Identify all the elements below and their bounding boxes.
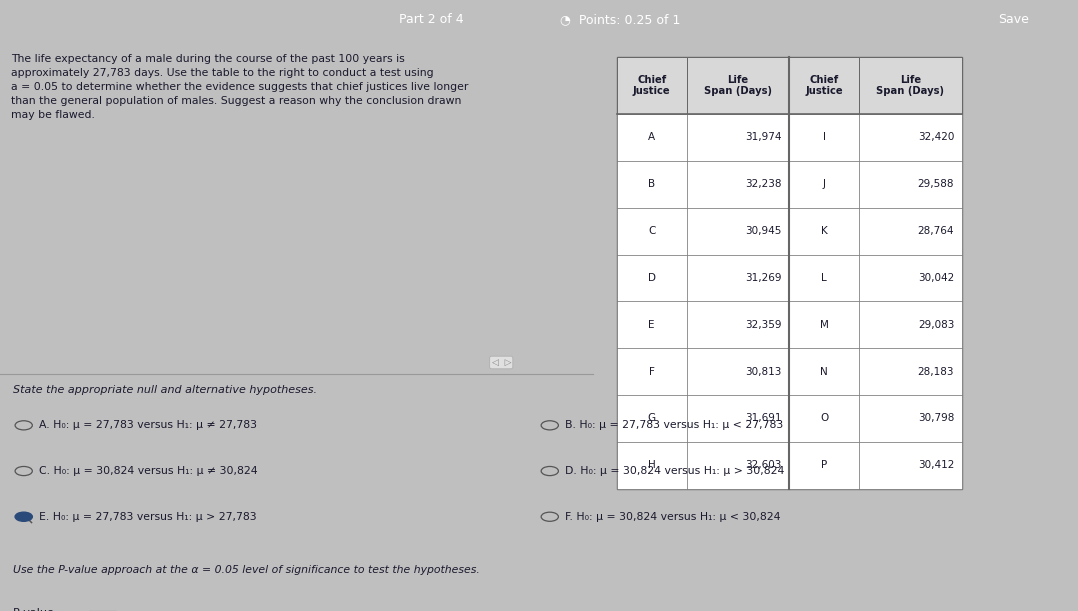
Text: B: B	[648, 179, 655, 189]
Bar	[859, 161, 962, 208]
Bar	[859, 395, 962, 442]
Text: J: J	[823, 179, 826, 189]
Bar	[617, 395, 687, 442]
Bar	[859, 255, 962, 301]
Text: Save: Save	[998, 13, 1029, 26]
Text: Chief
Justice: Chief Justice	[805, 75, 843, 96]
Text: 31,269: 31,269	[745, 273, 782, 283]
Bar	[789, 395, 859, 442]
Text: F. H₀: μ = 30,824 versus H₁: μ < 30,824: F. H₀: μ = 30,824 versus H₁: μ < 30,824	[565, 512, 780, 522]
Bar	[859, 301, 962, 348]
Text: C: C	[648, 226, 655, 236]
Bar	[859, 348, 962, 395]
Text: A. H₀: μ = 27,783 versus H₁: μ ≠ 27,783: A. H₀: μ = 27,783 versus H₁: μ ≠ 27,783	[39, 420, 257, 430]
Text: B. H₀: μ = 27,783 versus H₁: μ < 27,783: B. H₀: μ = 27,783 versus H₁: μ < 27,783	[565, 420, 783, 430]
Bar	[617, 208, 687, 255]
Bar	[859, 57, 962, 114]
Text: H: H	[648, 460, 655, 470]
Text: 28,764: 28,764	[917, 226, 954, 236]
Text: 29,588: 29,588	[917, 179, 954, 189]
Text: C. H₀: μ = 30,824 versus H₁: μ ≠ 30,824: C. H₀: μ = 30,824 versus H₁: μ ≠ 30,824	[39, 466, 258, 476]
Bar	[789, 348, 859, 395]
Text: M: M	[819, 320, 829, 330]
Text: Life
Span (Days): Life Span (Days)	[704, 75, 772, 96]
Text: 30,042: 30,042	[917, 273, 954, 283]
Text: Use the P-value approach at the α = 0.05 level of significance to test the hypot: Use the P-value approach at the α = 0.05…	[13, 565, 480, 576]
Text: D. H₀: μ = 30,824 versus H₁: μ > 30,824: D. H₀: μ = 30,824 versus H₁: μ > 30,824	[565, 466, 785, 476]
Bar	[617, 255, 687, 301]
Bar	[789, 161, 859, 208]
Text: E: E	[648, 320, 655, 330]
Bar	[687, 301, 789, 348]
Text: Life
Span (Days): Life Span (Days)	[876, 75, 944, 96]
Bar	[617, 57, 687, 114]
Bar	[789, 442, 859, 489]
Text: 32,603: 32,603	[745, 460, 782, 470]
Text: P-value =: P-value =	[13, 608, 70, 611]
Text: 30,945: 30,945	[745, 226, 782, 236]
Bar	[617, 57, 962, 489]
Text: G: G	[648, 414, 655, 423]
Text: 30,412: 30,412	[917, 460, 954, 470]
Text: L: L	[821, 273, 827, 283]
Text: E. H₀: μ = 27,783 versus H₁: μ > 27,783: E. H₀: μ = 27,783 versus H₁: μ > 27,783	[39, 512, 257, 522]
Text: 31,691: 31,691	[745, 414, 782, 423]
Bar	[789, 255, 859, 301]
Text: 32,420: 32,420	[917, 133, 954, 142]
Text: The life expectancy of a male during the course of the past 100 years is
approxi: The life expectancy of a male during the…	[11, 54, 468, 120]
Text: 32,359: 32,359	[745, 320, 782, 330]
Text: N: N	[820, 367, 828, 376]
Bar	[617, 301, 687, 348]
Text: ◁  ▷: ◁ ▷	[492, 358, 511, 367]
Bar	[687, 57, 789, 114]
Text: O: O	[820, 414, 828, 423]
Bar	[687, 114, 789, 161]
Text: ◔  Points: 0.25 of 1: ◔ Points: 0.25 of 1	[559, 13, 680, 26]
Bar	[687, 255, 789, 301]
Text: K: K	[820, 226, 828, 236]
Text: 28,183: 28,183	[917, 367, 954, 376]
Text: State the appropriate null and alternative hypotheses.: State the appropriate null and alternati…	[13, 386, 317, 395]
Bar	[789, 114, 859, 161]
Bar	[859, 114, 962, 161]
Bar	[687, 208, 789, 255]
Bar	[617, 442, 687, 489]
Bar	[617, 348, 687, 395]
Text: A: A	[648, 133, 655, 142]
Bar	[687, 161, 789, 208]
Bar	[789, 208, 859, 255]
Text: P: P	[821, 460, 827, 470]
Text: ↖: ↖	[19, 511, 34, 529]
Bar	[789, 57, 859, 114]
Text: 31,974: 31,974	[745, 133, 782, 142]
Text: I: I	[823, 133, 826, 142]
Bar	[687, 442, 789, 489]
Bar	[687, 348, 789, 395]
Bar	[687, 395, 789, 442]
Text: F: F	[649, 367, 654, 376]
Bar	[859, 442, 962, 489]
Text: Part 2 of 4: Part 2 of 4	[399, 13, 464, 26]
Text: 30,798: 30,798	[917, 414, 954, 423]
Text: 32,238: 32,238	[745, 179, 782, 189]
Bar	[617, 161, 687, 208]
Circle shape	[15, 512, 32, 521]
Text: D: D	[648, 273, 655, 283]
Text: Chief
Justice: Chief Justice	[633, 75, 671, 96]
Text: 29,083: 29,083	[917, 320, 954, 330]
Bar	[789, 301, 859, 348]
Bar	[617, 114, 687, 161]
Text: 30,813: 30,813	[745, 367, 782, 376]
Bar	[859, 208, 962, 255]
